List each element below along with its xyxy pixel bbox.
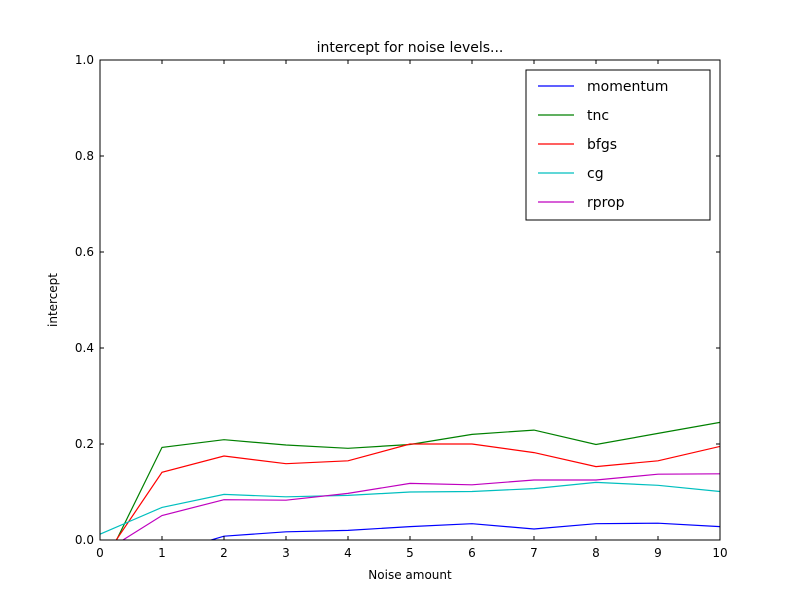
legend-label-rprop: rprop: [587, 195, 625, 211]
series-line-momentum: [208, 522, 720, 540]
y-tick-label: 1.0: [75, 53, 94, 67]
chart-title: intercept for noise levels...: [317, 40, 504, 56]
x-tick-label: 4: [344, 546, 352, 560]
x-tick-label: 6: [468, 546, 476, 560]
x-tick-label: 2: [220, 546, 228, 560]
y-tick-label: 0.0: [75, 533, 94, 547]
y-tick-label: 0.2: [75, 437, 94, 451]
ticks-layer: 0 1 2 3 4 5 6 7 8 9 10 0.0 0.2 0.4 0.6 0.8 1.0: [75, 53, 728, 560]
legend-label-bfgs: bfgs: [587, 137, 617, 153]
x-tick-label: 10: [712, 546, 727, 560]
x-axis-label: Noise amount: [368, 568, 452, 582]
x-tick-label: 8: [592, 546, 600, 560]
x-tick-label: 7: [530, 546, 538, 560]
legend-label-tnc: tnc: [587, 108, 609, 124]
series-layer: [100, 421, 720, 540]
legend-box: [525, 69, 711, 221]
x-tick-label: 5: [406, 546, 414, 560]
legend: momentum tnc bfgs cg rprop: [525, 69, 711, 221]
x-tick-label: 0: [96, 546, 104, 560]
y-tick-label: 0.4: [75, 341, 94, 355]
legend-label-momentum: momentum: [587, 79, 668, 95]
series-line-bfgs: [115, 443, 720, 540]
series-line-rprop: [121, 473, 720, 540]
x-tick-label: 9: [654, 546, 662, 560]
y-tick-label: 0.8: [75, 149, 94, 163]
y-axis-label: intercept: [46, 273, 60, 327]
y-tick-label: 0.6: [75, 245, 94, 259]
x-tick-label: 1: [158, 546, 166, 560]
x-tick-label: 3: [282, 546, 290, 560]
legend-label-cg: cg: [587, 166, 604, 182]
series-line-cg: [100, 481, 720, 535]
